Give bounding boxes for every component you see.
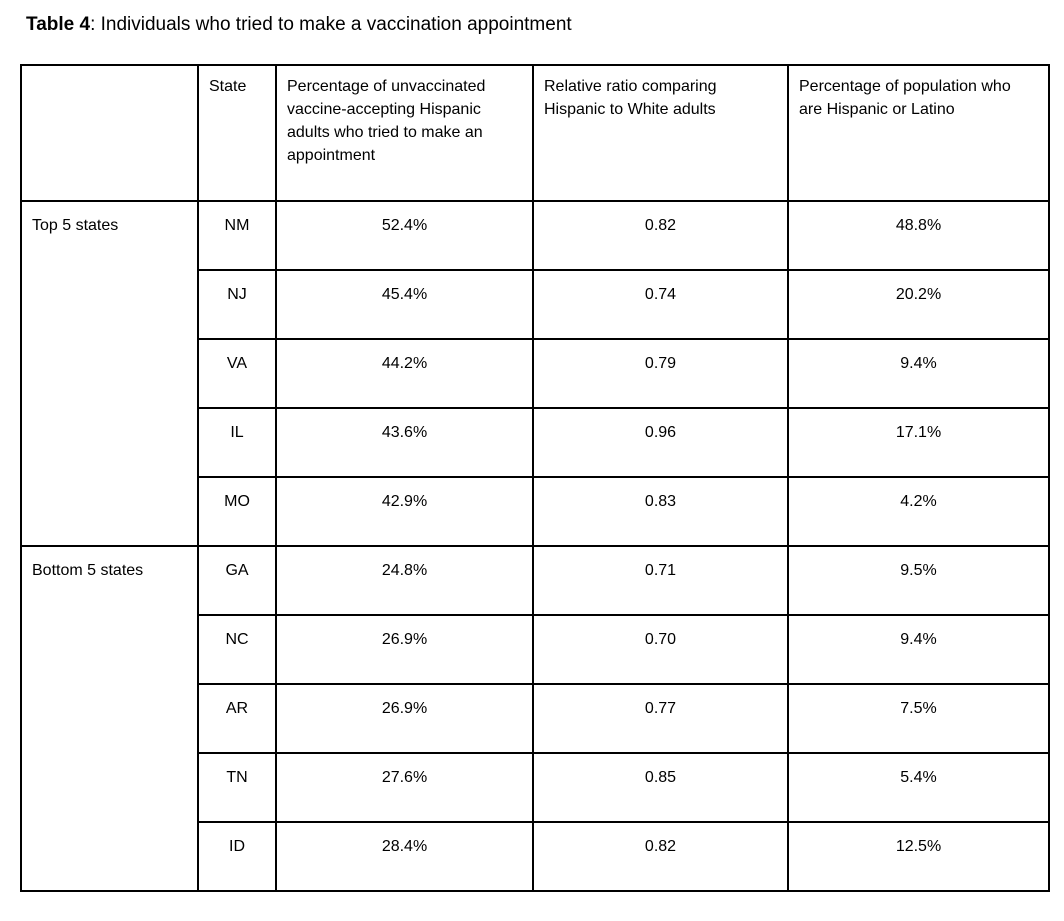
cell-ratio: 0.83 [532,476,789,547]
cell-pct-tried: 27.6% [275,752,534,823]
cell-ratio: 0.77 [532,683,789,754]
vaccination-appointment-table: State Percentage of unvaccinated vaccine… [20,64,1050,892]
cell-pct-tried: 45.4% [275,269,534,340]
table-title: Table 4: Individuals who tried to make a… [26,12,1048,38]
table-row: ID 28.4% 0.82 12.5% [21,821,1050,892]
cell-pct-pop: 17.1% [787,407,1050,478]
cell-pct-pop: 12.5% [787,821,1050,892]
cell-pct-tried: 52.4% [275,200,534,271]
cell-state: TN [197,752,277,823]
cell-state: ID [197,821,277,892]
group-label-top5: Top 5 states [20,200,199,547]
cell-state: NM [197,200,277,271]
cell-ratio: 0.85 [532,752,789,823]
cell-pct-pop: 9.5% [787,545,1050,616]
cell-ratio: 0.82 [532,200,789,271]
table-title-number: Table 4 [26,14,91,35]
cell-ratio: 0.79 [532,338,789,409]
table-row: NJ 45.4% 0.74 20.2% [21,269,1050,340]
cell-pct-pop: 5.4% [787,752,1050,823]
table-title-text: : Individuals who tried to make a vaccin… [90,14,572,35]
cell-pct-tried: 43.6% [275,407,534,478]
cell-pct-tried: 44.2% [275,338,534,409]
cell-state: AR [197,683,277,754]
cell-ratio: 0.70 [532,614,789,685]
table-row: AR 26.9% 0.77 7.5% [21,683,1050,754]
header-row: State Percentage of unvaccinated vaccine… [20,64,1050,202]
cell-ratio: 0.82 [532,821,789,892]
cell-state: NC [197,614,277,685]
cell-pct-pop: 9.4% [787,614,1050,685]
cell-state: MO [197,476,277,547]
cell-pct-tried: 28.4% [275,821,534,892]
table-row: Top 5 states NM 52.4% 0.82 48.8% [20,200,1050,547]
cell-pct-pop: 48.8% [787,200,1050,271]
header-relative-ratio: Relative ratio comparing Hispanic to Whi… [532,64,789,202]
cell-state: GA [197,545,277,616]
group-label-bottom5: Bottom 5 states [20,545,199,892]
cell-pct-pop: 4.2% [787,476,1050,547]
cell-pct-pop: 20.2% [787,269,1050,340]
cell-pct-pop: 9.4% [787,338,1050,409]
cell-pct-tried: 24.8% [275,545,534,616]
table-row: Bottom 5 states GA 24.8% 0.71 9.5% [20,545,1050,892]
cell-pct-tried: 26.9% [275,614,534,685]
table-row: MO 42.9% 0.83 4.2% [21,476,1050,547]
header-pct-population: Percentage of population who are Hispani… [787,64,1050,202]
cell-ratio: 0.96 [532,407,789,478]
cell-ratio: 0.74 [532,269,789,340]
table-row: IL 43.6% 0.96 17.1% [21,407,1050,478]
cell-state: NJ [197,269,277,340]
cell-state: VA [197,338,277,409]
header-pct-tried: Percentage of unvaccinated vaccine-accep… [275,64,534,202]
cell-pct-pop: 7.5% [787,683,1050,754]
header-blank [20,64,199,202]
cell-ratio: 0.71 [532,545,789,616]
table-row: VA 44.2% 0.79 9.4% [21,338,1050,409]
cell-pct-tried: 26.9% [275,683,534,754]
table-row: TN 27.6% 0.85 5.4% [21,752,1050,823]
header-state: State [197,64,277,202]
table-row: NC 26.9% 0.70 9.4% [21,614,1050,685]
cell-state: IL [197,407,277,478]
cell-pct-tried: 42.9% [275,476,534,547]
